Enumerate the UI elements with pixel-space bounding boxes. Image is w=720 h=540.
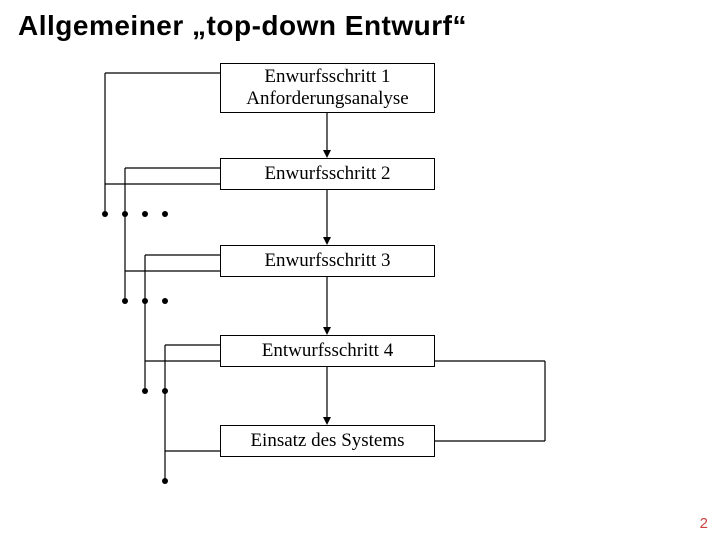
flow-step-label: Enwurfsschritt 1 bbox=[246, 66, 409, 88]
flow-step-5: Einsatz des Systems bbox=[220, 425, 435, 457]
flow-step-1: Enwurfsschritt 1Anforderungsanalyse bbox=[220, 63, 435, 113]
flow-step-2: Enwurfsschritt 2 bbox=[220, 158, 435, 190]
flow-step-label: Enwurfsschritt 3 bbox=[264, 250, 390, 272]
flow-step-label: Enwurfsschritt 2 bbox=[264, 163, 390, 185]
flow-step-label: Einsatz des Systems bbox=[250, 430, 404, 452]
flow-step-label: Entwurfsschritt 4 bbox=[262, 340, 393, 362]
flow-step-3: Enwurfsschritt 3 bbox=[220, 245, 435, 277]
flow-step-4: Entwurfsschritt 4 bbox=[220, 335, 435, 367]
flow-step-sublabel: Anforderungsanalyse bbox=[246, 88, 409, 110]
page-number: 2 bbox=[700, 515, 708, 532]
